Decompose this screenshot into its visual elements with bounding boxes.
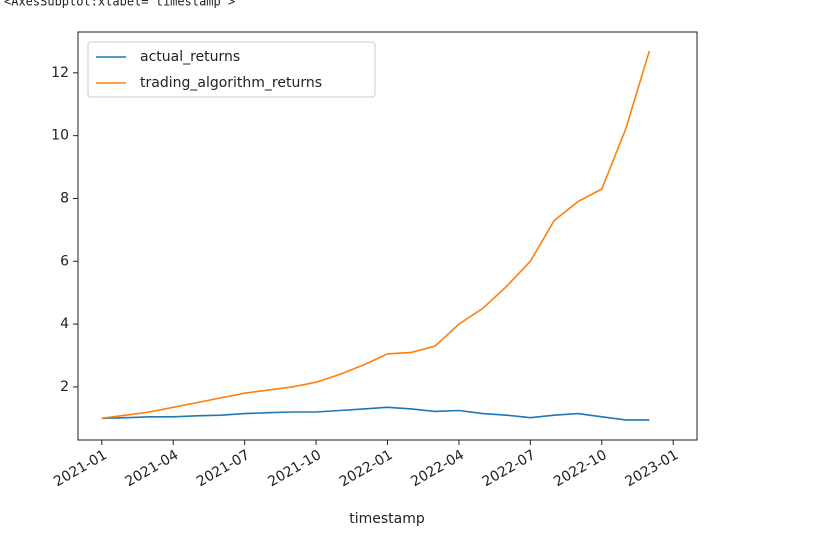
y-tick-label: 6 xyxy=(60,253,69,269)
y-tick-label: 4 xyxy=(60,316,69,332)
y-tick-label: 10 xyxy=(51,128,69,144)
x-tick-label: 2021-04 xyxy=(123,447,182,490)
y-tick-label: 8 xyxy=(60,190,69,206)
x-tick-label: 2023-01 xyxy=(623,447,682,490)
y-tick-label: 12 xyxy=(51,65,69,81)
x-tick-label: 2022-01 xyxy=(337,447,396,490)
line xyxy=(101,406,650,421)
x-tick-label: 2021-10 xyxy=(265,447,324,490)
legend-label: actual_returns xyxy=(140,49,240,65)
x-tick-label: 2022-04 xyxy=(408,447,467,490)
line xyxy=(101,50,651,420)
x-tick-label: 2022-10 xyxy=(551,447,610,490)
output-text: <AxesSubplot:xlabel='timestamp'> xyxy=(4,0,235,9)
legend-label: trading_algorithm_returns xyxy=(140,75,322,91)
legend-box xyxy=(87,41,376,98)
x-axis-label: timestamp xyxy=(349,511,425,527)
x-tick-label: 2022-07 xyxy=(480,447,539,490)
x-tick-label: 2021-07 xyxy=(194,447,253,490)
y-tick-label: 2 xyxy=(60,379,69,395)
x-tick-label: 2021-01 xyxy=(51,447,110,490)
